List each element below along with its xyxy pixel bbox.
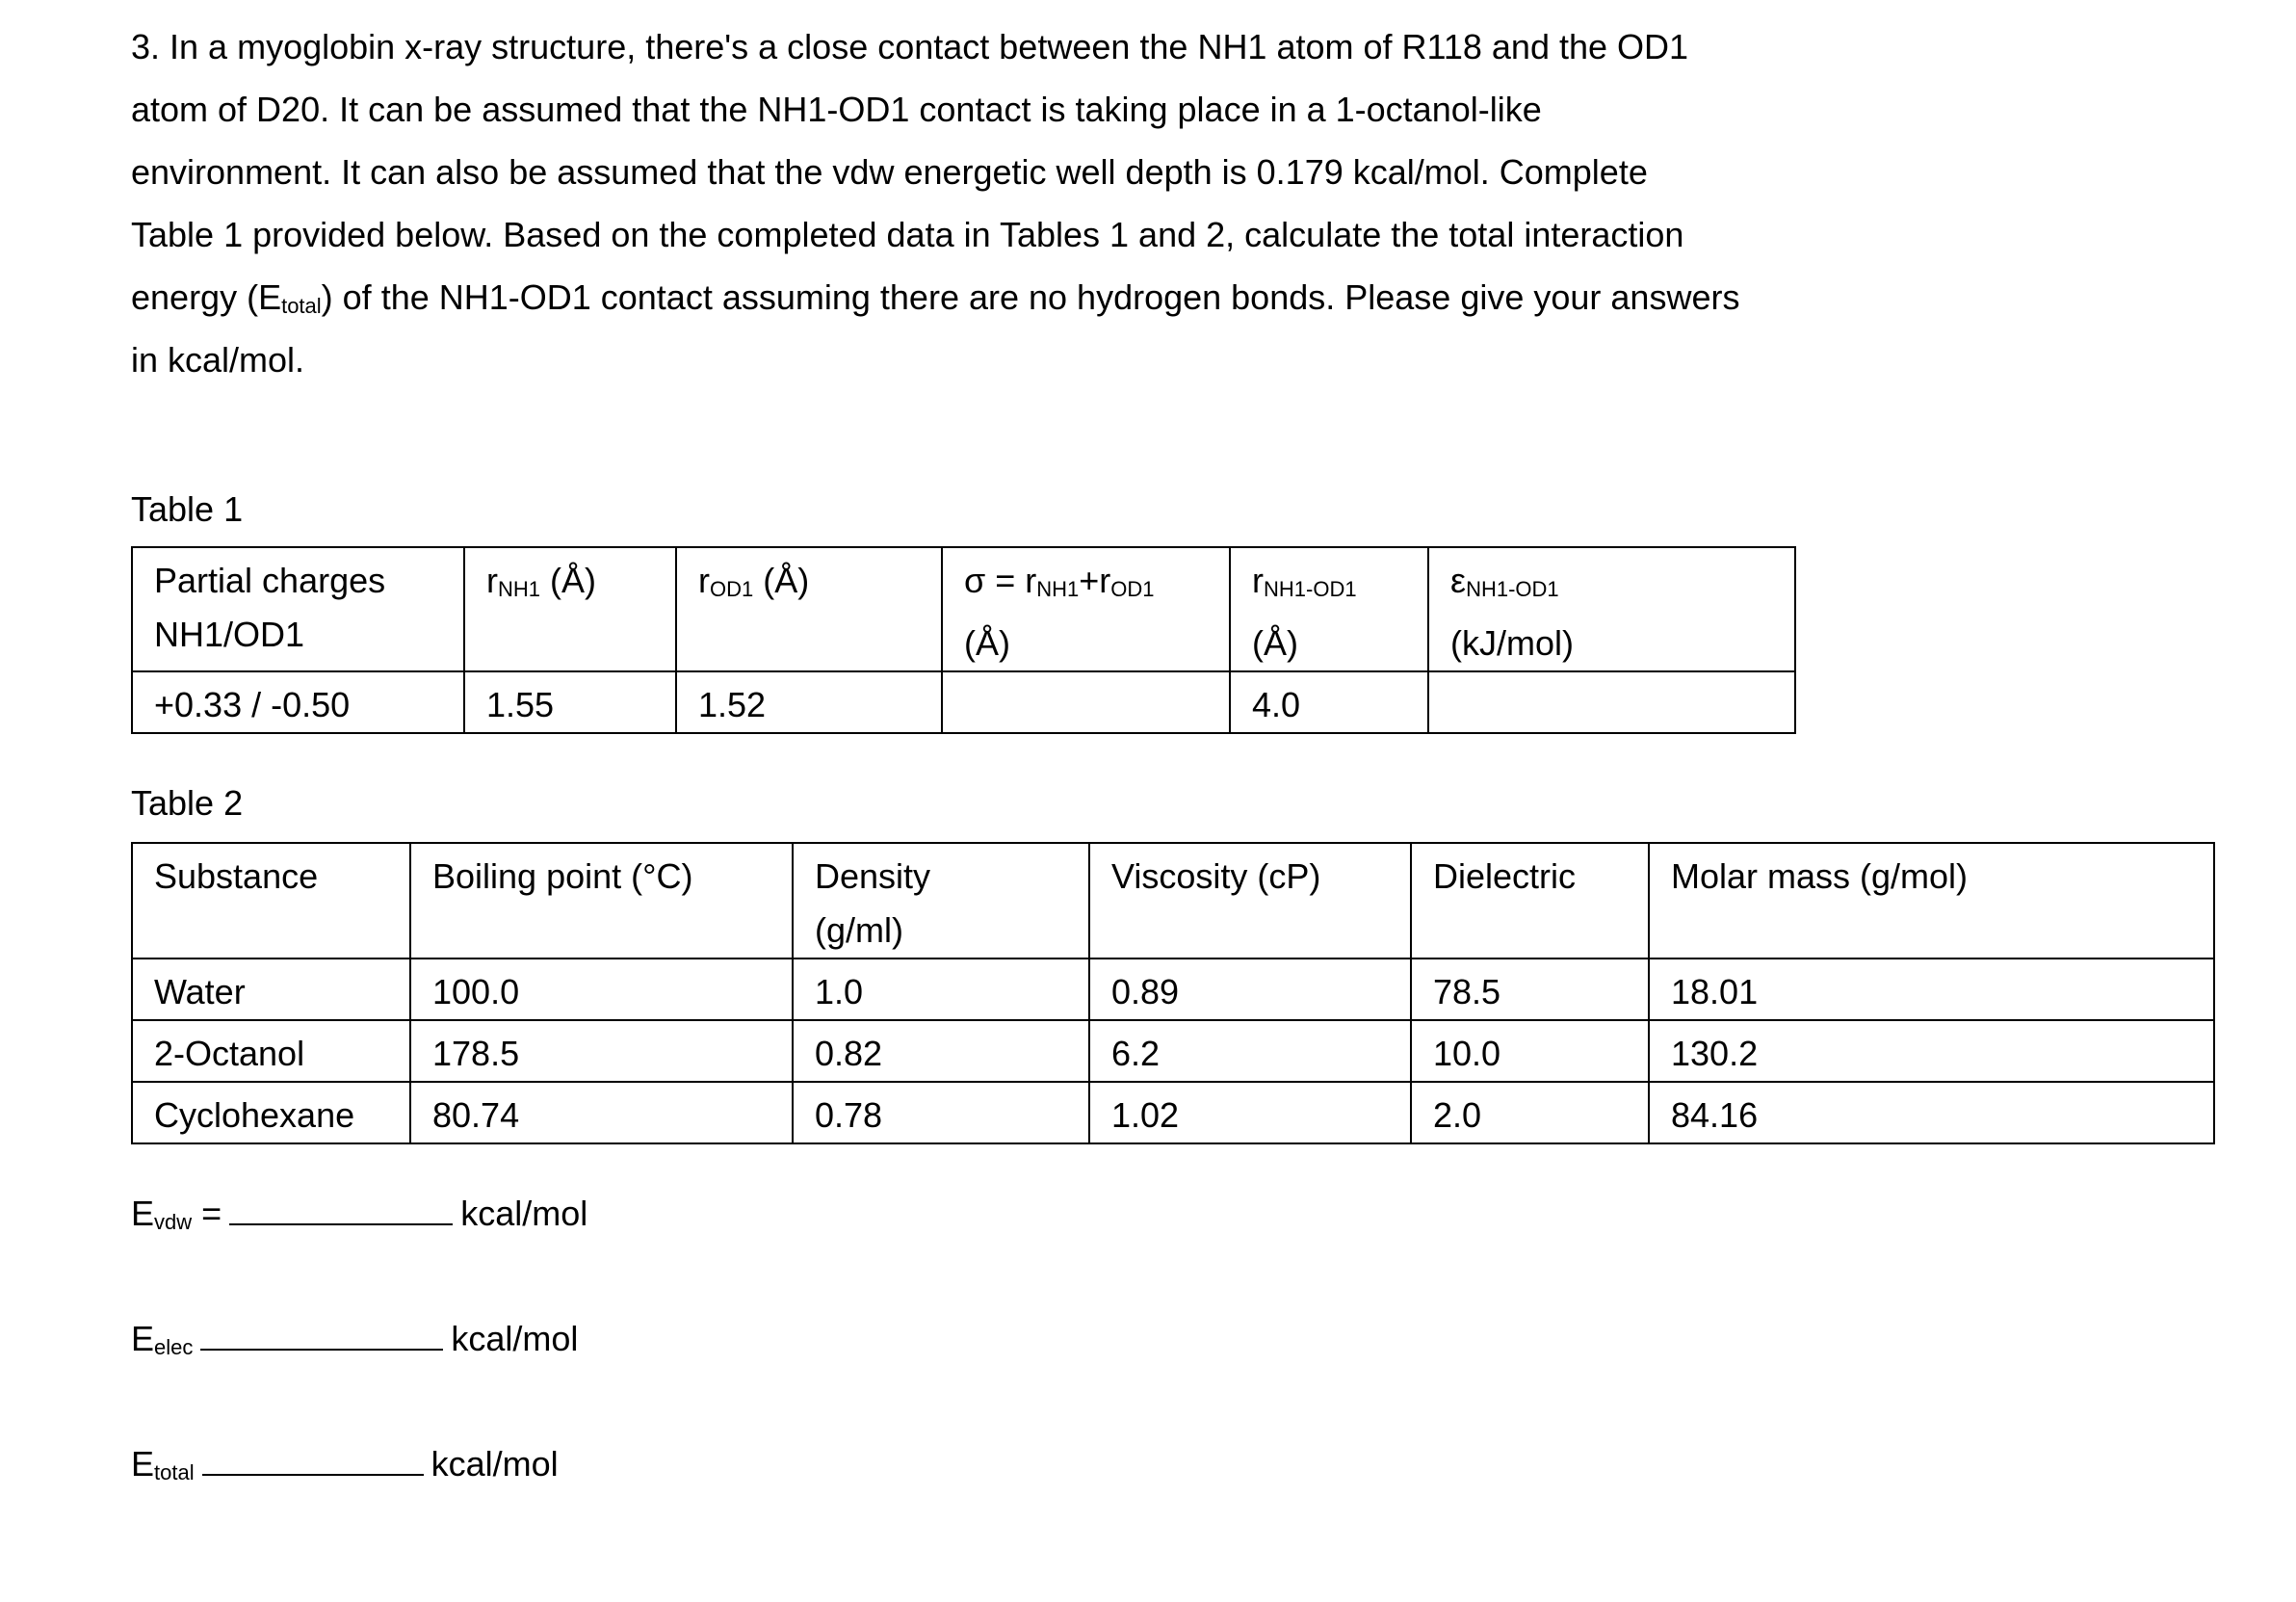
table1-header-row: Partial charges NH1/OD1 rNH1 (Å) rOD1 (Å)… <box>131 546 1796 672</box>
header-molar-mass: Molar mass (g/mol) <box>1648 842 2215 959</box>
label: E <box>131 1319 155 1358</box>
answer-etotal: Etotal kcal/mol <box>131 1437 559 1485</box>
table-row: Cyclohexane 80.74 0.78 1.02 2.0 84.16 <box>131 1081 2215 1144</box>
header-boiling-point: Boiling point (°C) <box>409 842 794 959</box>
cell: 80.74 <box>409 1081 794 1144</box>
table1-caption: Table 1 <box>131 489 244 529</box>
subscript: elec <box>154 1335 194 1359</box>
cell: 2.0 <box>1410 1081 1650 1144</box>
cell: 1.02 <box>1088 1081 1412 1144</box>
header-sigma: σ = rNH1+rOD1 (Å) <box>941 546 1231 672</box>
unit: kcal/mol <box>460 1194 588 1233</box>
cell-r-nh1-od1: 4.0 <box>1229 670 1429 734</box>
header-substance: Substance <box>131 842 411 959</box>
eelec-answer-blank[interactable] <box>200 1312 444 1351</box>
header-r-nh1-od1: rNH1-OD1 (Å) <box>1229 546 1429 672</box>
header-viscosity: Viscosity (cP) <box>1088 842 1412 959</box>
header-partial-charges: Partial charges NH1/OD1 <box>131 546 465 672</box>
answer-eelec: Eelec kcal/mol <box>131 1312 578 1360</box>
cell: 18.01 <box>1648 958 2215 1021</box>
cell: Water <box>131 958 411 1021</box>
question-line-6: in kcal/mol. <box>131 340 305 380</box>
cell: 2-Octanol <box>131 1019 411 1083</box>
question-line-5: energy (Etotal) of the NH1-OD1 contact a… <box>131 277 1739 319</box>
cell: Cyclohexane <box>131 1081 411 1144</box>
unit: kcal/mol <box>430 1444 559 1484</box>
header-density: Density (g/ml) <box>792 842 1090 959</box>
answer-evdw: Evdw = kcal/mol <box>131 1187 587 1235</box>
cell: 78.5 <box>1410 958 1650 1021</box>
table-row: 2-Octanol 178.5 0.82 6.2 10.0 130.2 <box>131 1019 2215 1083</box>
text: energy (E <box>131 277 282 317</box>
cell: 100.0 <box>409 958 794 1021</box>
subscript: total <box>281 294 322 318</box>
header-epsilon: εNH1-OD1 (kJ/mol) <box>1427 546 1796 672</box>
table-2: Substance Boiling point (°C) Density (g/m… <box>131 842 2215 1144</box>
subscript: vdw <box>154 1210 193 1234</box>
cell: 0.78 <box>792 1081 1090 1144</box>
table-row: Water 100.0 1.0 0.89 78.5 18.01 <box>131 958 2215 1021</box>
question-line-3: environment. It can also be assumed that… <box>131 152 1648 192</box>
etotal-answer-blank[interactable] <box>201 1437 424 1476</box>
cell: 178.5 <box>409 1019 794 1083</box>
header-r-od1: rOD1 (Å) <box>675 546 943 672</box>
subscript: total <box>154 1460 195 1484</box>
question-line-2: atom of D20. It can be assumed that the … <box>131 90 1542 129</box>
cell: 10.0 <box>1410 1019 1650 1083</box>
evdw-answer-blank[interactable] <box>229 1187 454 1225</box>
cell-partial-charges: +0.33 / -0.50 <box>131 670 465 734</box>
cell-sigma-input[interactable] <box>941 670 1231 734</box>
cell: 130.2 <box>1648 1019 2215 1083</box>
cell: 84.16 <box>1648 1081 2215 1144</box>
cell: 0.89 <box>1088 958 1412 1021</box>
header-r-nh1: rNH1 (Å) <box>463 546 677 672</box>
question-line-4: Table 1 provided below. Based on the com… <box>131 215 1684 254</box>
table2-header-row: Substance Boiling point (°C) Density (g/m… <box>131 842 2215 959</box>
cell-r-nh1: 1.55 <box>463 670 677 734</box>
cell: 6.2 <box>1088 1019 1412 1083</box>
table2-caption: Table 2 <box>131 783 244 823</box>
equals: = <box>201 1194 222 1233</box>
table-1: Partial charges NH1/OD1 rNH1 (Å) rOD1 (Å)… <box>131 546 1796 734</box>
label: E <box>131 1194 155 1233</box>
cell-r-od1: 1.52 <box>675 670 943 734</box>
cell: 1.0 <box>792 958 1090 1021</box>
cell: 0.82 <box>792 1019 1090 1083</box>
label: E <box>131 1444 155 1484</box>
table-row: +0.33 / -0.50 1.55 1.52 4.0 <box>131 670 1796 734</box>
text: ) of the NH1-OD1 contact assuming there … <box>321 277 1740 317</box>
unit: kcal/mol <box>451 1319 579 1358</box>
header-dielectric: Dielectric <box>1410 842 1650 959</box>
question-line-1: 3. In a myoglobin x-ray structure, there… <box>131 27 1689 66</box>
cell-epsilon-input[interactable] <box>1427 670 1796 734</box>
